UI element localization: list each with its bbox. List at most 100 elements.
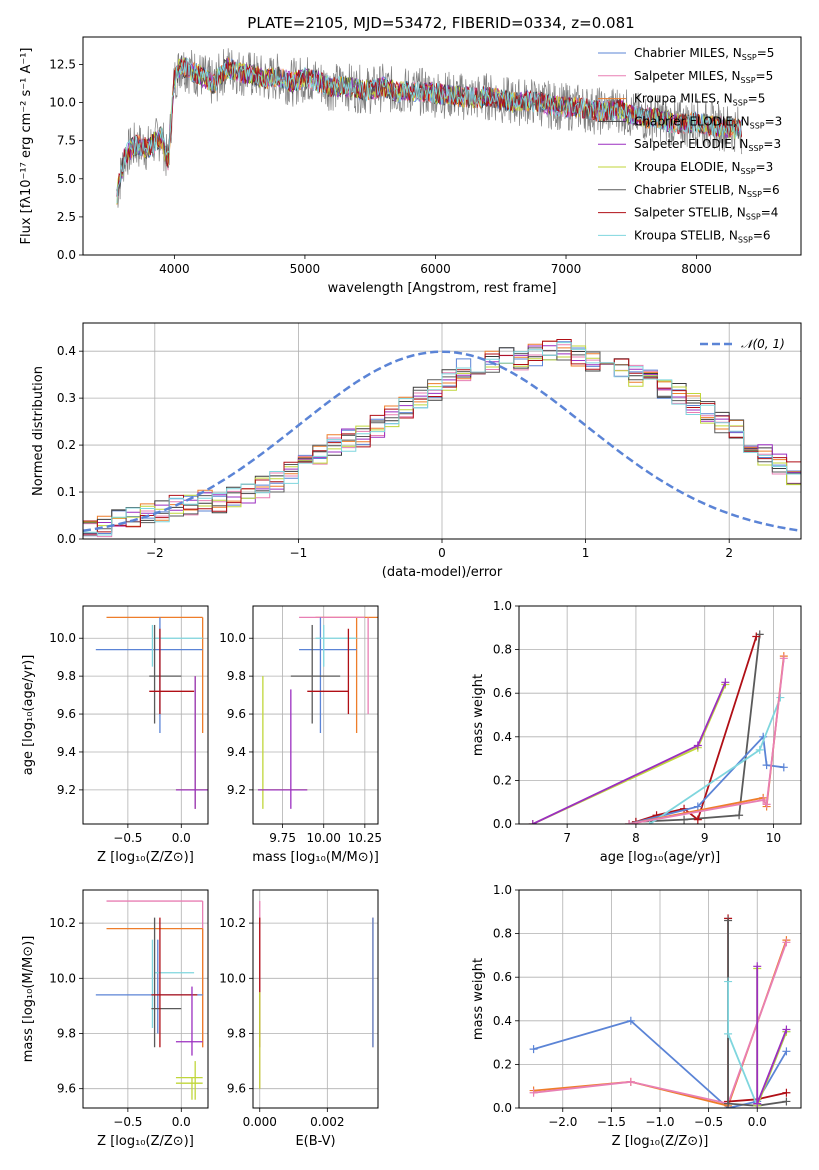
y-tick-label: 9.4 — [57, 745, 76, 759]
plot-frame — [518, 605, 802, 825]
mass-weight-marker — [645, 820, 654, 824]
residual-histogram-step — [83, 342, 801, 536]
y-tick-label: 0.0 — [57, 532, 76, 546]
x-tick-label: 9.75 — [269, 831, 296, 845]
x-tick-label: −2 — [146, 546, 164, 560]
mass-weight-line — [635, 634, 761, 823]
mass-weight-line — [635, 636, 758, 823]
y-axis-label: Flux [fλ10⁻¹⁷ erg cm⁻² s⁻¹ A⁻¹] — [19, 48, 34, 245]
y-tick-label: 9.8 — [227, 669, 246, 683]
x-tick-label: 9 — [701, 831, 709, 845]
y-tick-label: 10.2 — [49, 916, 76, 930]
y-tick-label: 0.6 — [493, 970, 512, 984]
plot-area — [259, 901, 374, 1089]
mass-weight-marker — [693, 815, 702, 824]
y-tick-label: 0.3 — [57, 391, 76, 405]
mass-weight-marker — [782, 1088, 791, 1097]
y-tick-label: 7.5 — [57, 134, 76, 148]
x-axis-label: Z [log₁₀(Z/Z⊙)] — [97, 850, 194, 865]
plot-area — [83, 339, 801, 538]
x-tick-label: −1.0 — [645, 1115, 674, 1129]
y-tick-label: 9.6 — [227, 1082, 246, 1096]
mass-weight-marker — [752, 632, 761, 641]
legend-label: Chabrier ELODIE, NSSP=3 — [634, 114, 782, 130]
mass-weight-line — [532, 681, 727, 824]
mass-weight-marker — [782, 1047, 791, 1056]
mass-weight-marker — [724, 1029, 733, 1038]
y-tick-label: 1.0 — [493, 883, 512, 897]
x-tick-label: 8 — [632, 831, 640, 845]
mass-weight-line — [756, 966, 788, 1104]
age-vs-mass-panel: 9.75 10.00 10.25 9.2 9.4 9.6 9.8 10.0 mass [log₁… — [219, 605, 382, 865]
x-tick-label: 0.000 — [243, 1115, 277, 1129]
mass-weight-marker — [759, 796, 768, 805]
x-tick-label: 7000 — [551, 262, 582, 276]
residual-histogram-panel: −2 −1 0 1 2 0.0 0.1 0.2 0.3 0.4 (data-model)/error… — [31, 322, 802, 580]
model-spectrum-line — [116, 48, 743, 208]
y-tick-label: 5.0 — [57, 172, 76, 186]
x-axis-label: E(B-V) — [295, 1134, 335, 1149]
mass-weight-marker — [724, 1099, 733, 1108]
y-tick-label: 9.2 — [227, 783, 246, 797]
y-tick-label: 9.2 — [57, 783, 76, 797]
y-tick-label: 0.8 — [493, 643, 512, 657]
model-spectrum-line — [116, 55, 742, 197]
y-tick-label: 0.4 — [493, 730, 512, 744]
y-tick-label: 0.2 — [493, 1057, 512, 1071]
mass-weight-marker — [724, 916, 733, 925]
mass-weight-marker — [693, 741, 702, 750]
x-axis-label: age [log₁₀(age/yr)] — [600, 850, 721, 865]
x-axis-label: (data-model)/error — [382, 565, 503, 580]
gaussian-reference-line — [83, 350, 801, 533]
mass-vs-ebv-panel: 0.000 0.002 9.6 9.8 10.0 10.2 E(B-V) — [219, 889, 379, 1149]
y-tick-label: 9.6 — [227, 707, 246, 721]
y-tick-label: 12.5 — [49, 57, 76, 71]
x-tick-label: 0 — [438, 546, 446, 560]
residual-histogram-step — [83, 339, 801, 533]
plot-area — [529, 914, 791, 1108]
y-tick-label: 9.6 — [57, 707, 76, 721]
y-tick-label: 10.0 — [49, 971, 76, 985]
x-tick-label: 5000 — [290, 262, 321, 276]
mass-weight-marker — [753, 1099, 762, 1108]
plot-area — [95, 616, 208, 809]
plot-frame — [252, 605, 379, 825]
y-axis-label: mass weight — [471, 958, 486, 1040]
x-tick-label: 4000 — [159, 262, 190, 276]
y-tick-label: 0.0 — [493, 1101, 512, 1115]
mass-weight-marker — [680, 815, 689, 824]
x-tick-label: −0.5 — [113, 1115, 142, 1129]
x-tick-label: −1.5 — [597, 1115, 626, 1129]
plot-frame — [518, 889, 802, 1109]
mass-weight-marker — [755, 745, 764, 754]
y-tick-label: 10.0 — [219, 631, 246, 645]
mass-weight-marker — [528, 820, 537, 824]
x-axis-label: Z [log₁₀(Z/Z⊙)] — [612, 1134, 709, 1149]
legend-label: Salpeter STELIB, NSSP=4 — [634, 206, 778, 222]
mass-weight-marker — [753, 962, 762, 971]
x-tick-label: 0.0 — [172, 1115, 191, 1129]
mass-weight-marker — [779, 654, 788, 663]
plot-area — [528, 630, 788, 824]
legend-label: Salpeter MILES, NSSP=5 — [634, 69, 773, 85]
y-tick-label: 0.0 — [57, 248, 76, 262]
y-tick-label: 0.0 — [493, 817, 512, 831]
mass-weight-marker — [735, 811, 744, 820]
x-axis-label: mass [log₁₀(M/M⊙)] — [252, 850, 379, 865]
legend-label: Kroupa ELODIE, NSSP=3 — [634, 160, 773, 176]
plot-frame — [82, 36, 802, 256]
y-tick-label: 0.4 — [493, 1014, 512, 1028]
mass-weight-marker — [724, 977, 733, 986]
y-axis-label: mass [log₁₀(M/M⊙)] — [21, 936, 36, 1063]
x-tick-label: 0.0 — [172, 831, 191, 845]
mass-weight-line — [756, 968, 788, 1107]
mass-weight-marker — [762, 800, 771, 809]
y-tick-label: 0.6 — [493, 686, 512, 700]
legend-label: Chabrier MILES, NSSP=5 — [634, 46, 774, 62]
x-tick-label: 10.25 — [348, 831, 382, 845]
mass-weight-line — [628, 658, 785, 824]
x-tick-label: −0.5 — [113, 831, 142, 845]
x-tick-label: 10.00 — [307, 831, 341, 845]
y-tick-label: 9.8 — [57, 1026, 76, 1040]
mass-weight-marker — [626, 1016, 635, 1025]
